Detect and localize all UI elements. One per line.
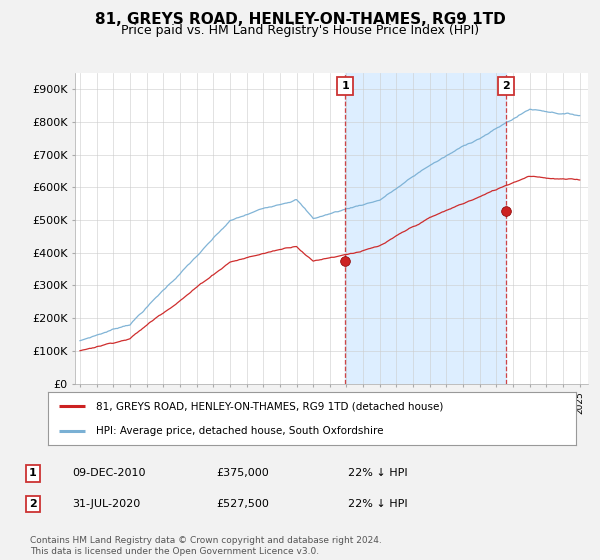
Text: 22% ↓ HPI: 22% ↓ HPI <box>348 468 407 478</box>
Text: 1: 1 <box>341 81 349 91</box>
Text: 22% ↓ HPI: 22% ↓ HPI <box>348 499 407 509</box>
Text: £527,500: £527,500 <box>216 499 269 509</box>
Text: Price paid vs. HM Land Registry's House Price Index (HPI): Price paid vs. HM Land Registry's House … <box>121 24 479 36</box>
Text: 2: 2 <box>29 499 37 509</box>
Text: 1: 1 <box>29 468 37 478</box>
Text: Contains HM Land Registry data © Crown copyright and database right 2024.
This d: Contains HM Land Registry data © Crown c… <box>30 536 382 556</box>
Text: HPI: Average price, detached house, South Oxfordshire: HPI: Average price, detached house, Sout… <box>95 426 383 436</box>
Text: 2: 2 <box>502 81 510 91</box>
Text: 31-JUL-2020: 31-JUL-2020 <box>72 499 140 509</box>
Bar <box>345 73 506 384</box>
Text: 81, GREYS ROAD, HENLEY-ON-THAMES, RG9 1TD: 81, GREYS ROAD, HENLEY-ON-THAMES, RG9 1T… <box>95 12 505 27</box>
Text: 81, GREYS ROAD, HENLEY-ON-THAMES, RG9 1TD (detached house): 81, GREYS ROAD, HENLEY-ON-THAMES, RG9 1T… <box>95 402 443 412</box>
Text: 09-DEC-2010: 09-DEC-2010 <box>72 468 146 478</box>
Text: £375,000: £375,000 <box>216 468 269 478</box>
